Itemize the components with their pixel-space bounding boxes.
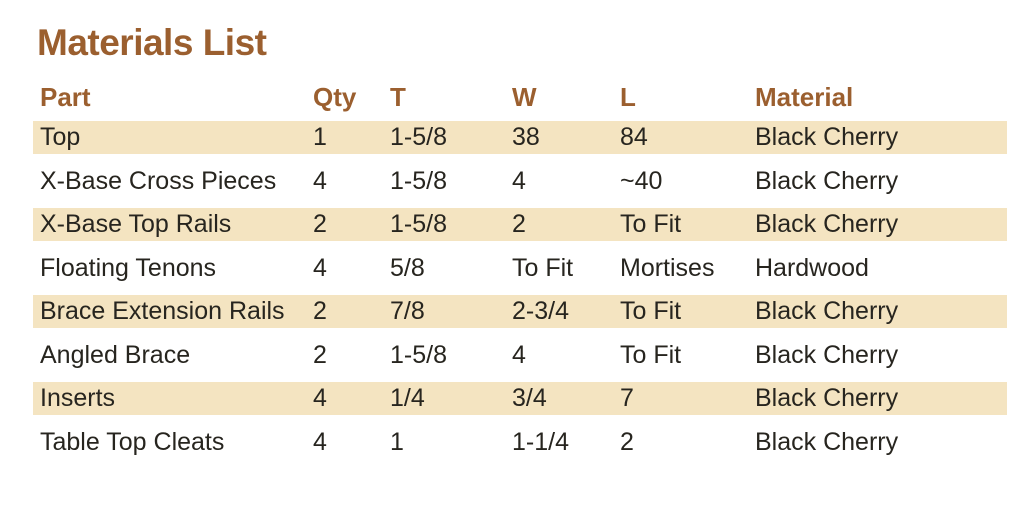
table-row-band: Brace Extension Rails 2 7/8 2-3/4 To Fit Blac… bbox=[33, 295, 1007, 328]
cell-w: 4 bbox=[512, 166, 526, 195]
cell-t: 5/8 bbox=[390, 253, 425, 282]
table-row-band: Top 1 1-5/8 38 84 Black Cherry bbox=[33, 121, 1007, 154]
cell-material: Black Cherry bbox=[755, 210, 899, 238]
table-row: X-Base Cross Pieces 4 1-5/8 4 ~40 Black Cherr… bbox=[33, 160, 1007, 204]
cell-material: Black Cherry bbox=[755, 340, 899, 369]
cell-material: Black Cherry bbox=[755, 297, 899, 325]
column-header-t: T bbox=[390, 81, 406, 112]
cell-qty: 4 bbox=[313, 253, 327, 282]
table-row-band: Angled Brace 2 1-5/8 4 To Fit Black Cherry bbox=[33, 339, 1007, 372]
column-header-w: W bbox=[512, 81, 537, 112]
table-row-band: X-Base Top Rails 2 1-5/8 2 To Fit Black Cherr… bbox=[33, 208, 1007, 241]
table-row-band: X-Base Cross Pieces 4 1-5/8 4 ~40 Black Cherr… bbox=[33, 165, 1007, 198]
cell-qty: 4 bbox=[313, 384, 327, 412]
cell-qty: 4 bbox=[313, 427, 327, 456]
cell-t: 1-5/8 bbox=[390, 340, 447, 369]
page-title: Materials List bbox=[37, 22, 267, 63]
cell-part: X-Base Cross Pieces bbox=[40, 166, 277, 195]
cell-w: 1-1/4 bbox=[512, 427, 569, 456]
column-header-part: Part bbox=[40, 81, 91, 112]
cell-l: 2 bbox=[620, 427, 634, 456]
cell-material: Hardwood bbox=[755, 253, 869, 282]
cell-l: To Fit bbox=[620, 340, 682, 369]
cell-qty: 4 bbox=[313, 166, 327, 195]
table-body: Top 1 1-5/8 38 84 Black Cherry X-Base Cross Pi… bbox=[33, 116, 1007, 464]
table-row: Top 1 1-5/8 38 84 Black Cherry bbox=[33, 116, 1007, 160]
cell-l: To Fit bbox=[620, 210, 682, 238]
table-row: Table Top Cleats 4 1 1-1/4 2 Black Cherry bbox=[33, 421, 1007, 465]
cell-w: 4 bbox=[512, 340, 526, 369]
table-row-band: Inserts 4 1/4 3/4 7 Black Cherry bbox=[33, 382, 1007, 415]
cell-w: 2 bbox=[512, 210, 526, 238]
cell-part: Angled Brace bbox=[40, 340, 191, 369]
table-row: Floating Tenons 4 5/8 To Fit Mortises Hardwoo… bbox=[33, 247, 1007, 291]
cell-t: 1 bbox=[390, 427, 404, 456]
cell-w: 3/4 bbox=[512, 384, 547, 412]
cell-part: X-Base Top Rails bbox=[40, 210, 232, 238]
cell-qty: 2 bbox=[313, 340, 327, 369]
cell-material: Black Cherry bbox=[755, 123, 899, 151]
cell-qty: 1 bbox=[313, 123, 327, 151]
table-row: Brace Extension Rails 2 7/8 2-3/4 To Fit Blac… bbox=[33, 290, 1007, 334]
cell-part: Top bbox=[40, 123, 81, 151]
cell-material: Black Cherry bbox=[755, 384, 899, 412]
cell-l: Mortises bbox=[620, 253, 715, 282]
cell-material: Black Cherry bbox=[755, 166, 899, 195]
column-header-l: L bbox=[620, 81, 636, 112]
table-row: Angled Brace 2 1-5/8 4 To Fit Black Cherry bbox=[33, 334, 1007, 378]
cell-part: Floating Tenons bbox=[40, 253, 217, 282]
cell-w: 2-3/4 bbox=[512, 297, 569, 325]
cell-t: 7/8 bbox=[390, 297, 425, 325]
cell-material: Black Cherry bbox=[755, 427, 899, 456]
cell-t: 1-5/8 bbox=[390, 166, 447, 195]
cell-w: To Fit bbox=[512, 253, 574, 282]
table-row-band: Floating Tenons 4 5/8 To Fit Mortises Hardwoo… bbox=[33, 252, 1007, 285]
cell-w: 38 bbox=[512, 123, 540, 151]
cell-l: 7 bbox=[620, 384, 634, 412]
table-header-row: Part Qty T W L Material bbox=[33, 78, 1007, 116]
table-row: Inserts 4 1/4 3/4 7 Black Cherry bbox=[33, 377, 1007, 421]
cell-part: Inserts bbox=[40, 384, 116, 412]
cell-part: Table Top Cleats bbox=[40, 427, 225, 456]
materials-table: Part Qty T W L Material Top 1 1-5/8 38 84 Bla… bbox=[33, 78, 1007, 464]
column-header-qty: Qty bbox=[313, 81, 357, 112]
cell-t: 1/4 bbox=[390, 384, 425, 412]
table-row-band: Table Top Cleats 4 1 1-1/4 2 Black Cherry bbox=[33, 426, 1007, 459]
cell-t: 1-5/8 bbox=[390, 210, 447, 238]
cell-l: To Fit bbox=[620, 297, 682, 325]
table-row: X-Base Top Rails 2 1-5/8 2 To Fit Black Cherr… bbox=[33, 203, 1007, 247]
cell-part: Brace Extension Rails bbox=[40, 297, 285, 325]
cell-qty: 2 bbox=[313, 210, 327, 238]
cell-l: 84 bbox=[620, 123, 648, 151]
cell-t: 1-5/8 bbox=[390, 123, 447, 151]
column-header-material: Material bbox=[755, 81, 854, 112]
cell-l: ~40 bbox=[620, 166, 663, 195]
cell-qty: 2 bbox=[313, 297, 327, 325]
